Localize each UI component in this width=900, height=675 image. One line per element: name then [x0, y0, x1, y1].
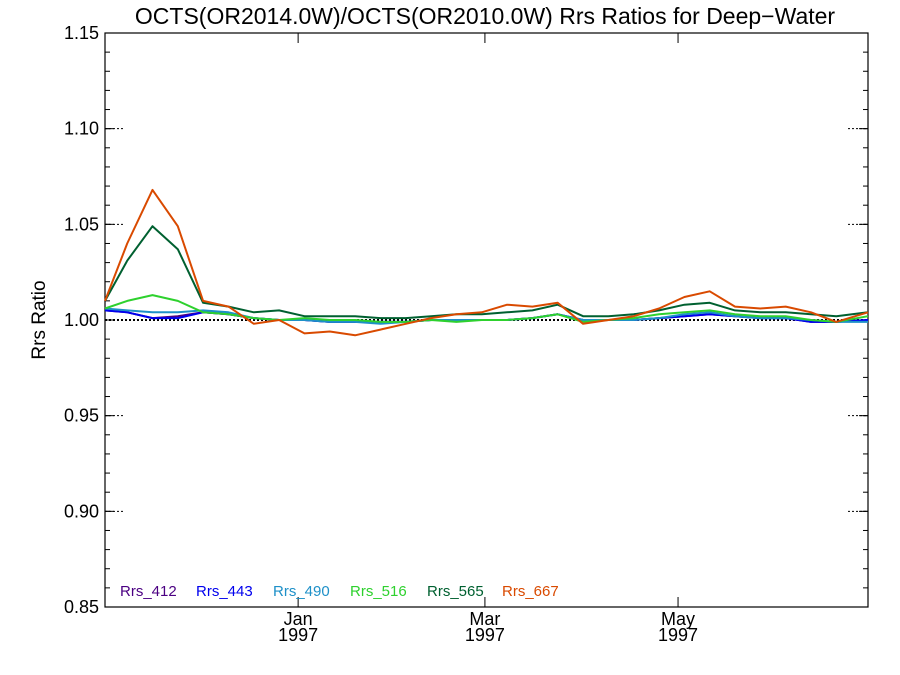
- series-line-rrs-516: [104, 294, 869, 323]
- x-tick-year-label: 1997: [278, 625, 318, 645]
- series-line-rrs-667: [104, 188, 869, 337]
- legend-item-rrs-565: Rrs_565: [427, 583, 484, 600]
- y-tick-label: 1.00: [64, 310, 99, 330]
- y-axis-label: Rrs Ratio: [29, 280, 50, 359]
- legend-item-rrs-443: Rrs_443: [196, 583, 253, 600]
- y-tick-label: 0.90: [64, 501, 99, 521]
- legend-item-rrs-516: Rrs_516: [350, 583, 407, 600]
- y-tick-label: 0.95: [64, 406, 99, 426]
- x-tick-year-label: 1997: [465, 625, 505, 645]
- y-tick-label: 0.85: [64, 597, 99, 617]
- x-tick-year-label: 1997: [658, 625, 698, 645]
- y-tick-label: 1.05: [64, 214, 99, 234]
- chart-title: OCTS(OR2014.0W)/OCTS(OR2010.0W) Rrs Rati…: [135, 3, 836, 29]
- y-tick-label: 1.10: [64, 119, 99, 139]
- x-tick-label: Mar: [469, 609, 500, 629]
- chart-marks: 0.850.900.951.001.051.101.15Jan1997Mar19…: [64, 23, 869, 645]
- x-tick-label: May: [661, 609, 695, 629]
- legend-item-rrs-412: Rrs_412: [120, 583, 177, 600]
- y-tick-label: 1.15: [64, 23, 99, 43]
- x-tick-label: Jan: [284, 609, 313, 629]
- legend-item-rrs-490: Rrs_490: [273, 583, 330, 600]
- legend-item-rrs-667: Rrs_667: [502, 583, 559, 600]
